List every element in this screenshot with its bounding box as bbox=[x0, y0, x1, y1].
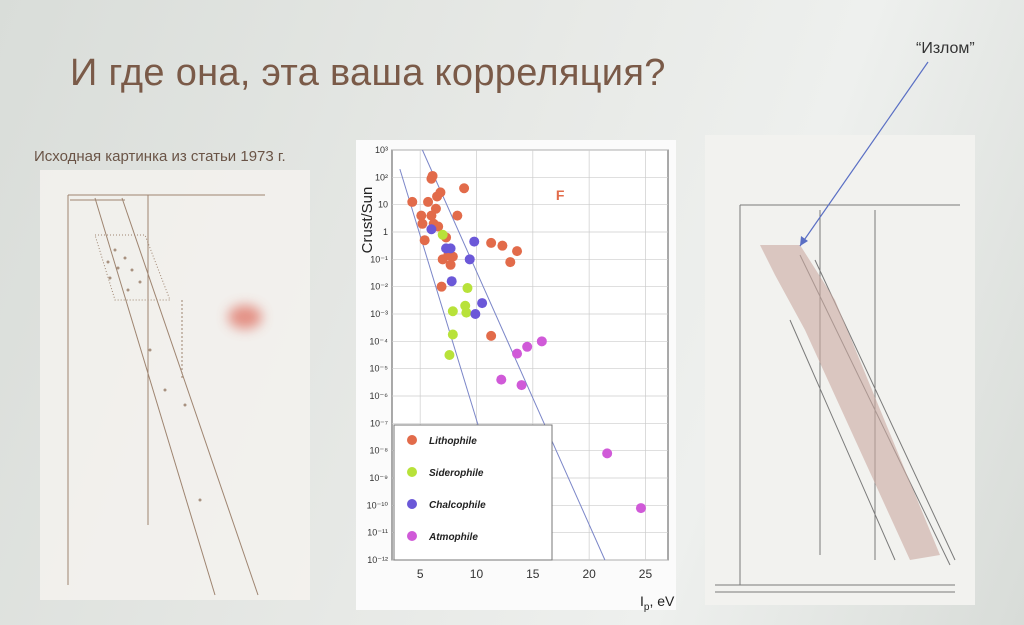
x-tick-label: 15 bbox=[526, 567, 540, 581]
y-axis-label: Crust/Sun bbox=[359, 187, 376, 254]
legend-label: Siderophile bbox=[429, 468, 484, 479]
y-tick-label: 10⁻⁷ bbox=[370, 418, 388, 428]
data-point-lithophile bbox=[445, 259, 456, 270]
slide-title: И где она, эта ваша корреляция? bbox=[70, 52, 666, 94]
data-point-lithophile bbox=[416, 210, 427, 221]
data-point-lithophile bbox=[486, 237, 497, 248]
x-tick-label: 20 bbox=[582, 567, 596, 581]
legend-marker bbox=[407, 435, 417, 445]
y-tick-label: 10⁻⁹ bbox=[369, 473, 388, 483]
data-point-lithophile bbox=[512, 246, 523, 257]
y-tick-label: 10⁻¹ bbox=[370, 254, 388, 264]
data-point-atmophile bbox=[496, 374, 507, 385]
data-point-lithophile bbox=[459, 183, 470, 194]
data-point-lithophile bbox=[427, 170, 438, 181]
data-point-lithophile bbox=[423, 196, 434, 207]
y-tick-label: 10⁻⁵ bbox=[370, 364, 389, 374]
data-point-atmophile bbox=[635, 503, 646, 514]
data-point-chalcophile bbox=[470, 309, 481, 319]
data-point-lithophile bbox=[430, 203, 441, 214]
x-tick-label: 25 bbox=[639, 567, 653, 581]
data-points bbox=[407, 170, 646, 514]
data-point-lithophile bbox=[452, 210, 463, 221]
y-tick-label: 10⁻⁶ bbox=[370, 391, 389, 401]
legend-label: Lithophile bbox=[429, 436, 477, 447]
left-caption: Исходная картинка из статьи 1973 г. bbox=[34, 148, 286, 165]
y-tick-label: 10⁻⁴ bbox=[369, 336, 388, 346]
data-point-chalcophile bbox=[446, 276, 457, 287]
data-point-siderophile bbox=[447, 329, 458, 340]
data-point-lithophile bbox=[435, 187, 446, 198]
x-tick-label: 5 bbox=[417, 567, 424, 581]
data-point-chalcophile bbox=[469, 236, 480, 247]
data-point-chalcophile bbox=[477, 298, 488, 309]
y-tick-label: 10⁻² bbox=[370, 282, 388, 292]
data-point-atmophile bbox=[536, 336, 547, 347]
data-point-atmophile bbox=[602, 448, 613, 459]
y-tick-label: 10⁻¹² bbox=[367, 555, 388, 565]
y-tick-label: 10² bbox=[375, 172, 388, 182]
y-tick-label: 10⁻¹¹ bbox=[367, 528, 388, 538]
y-tick-label: 10 bbox=[378, 200, 388, 210]
x-tick-label: 10 bbox=[470, 567, 484, 581]
data-point-lithophile bbox=[436, 281, 447, 292]
data-point-siderophile bbox=[444, 350, 455, 360]
legend-marker bbox=[407, 467, 417, 477]
data-point-lithophile bbox=[486, 330, 497, 341]
data-point-lithophile bbox=[447, 251, 458, 262]
data-point-lithophile bbox=[419, 235, 430, 246]
data-point-lithophile bbox=[505, 257, 516, 268]
data-point-chalcophile bbox=[464, 254, 475, 265]
data-point-atmophile bbox=[512, 348, 523, 359]
y-tick-label: 1 bbox=[383, 227, 388, 237]
legend-box bbox=[393, 424, 553, 561]
y-tick-label: 10³ bbox=[375, 145, 388, 155]
data-point-siderophile bbox=[447, 306, 458, 317]
blurred-marker bbox=[228, 305, 262, 329]
legend-label: Chalcophile bbox=[429, 500, 486, 511]
data-point-lithophile bbox=[497, 240, 508, 251]
y-tick-label: 10⁻³ bbox=[370, 309, 388, 319]
legend-marker bbox=[407, 499, 417, 509]
data-point-siderophile bbox=[461, 307, 472, 318]
data-point-siderophile bbox=[437, 229, 448, 240]
y-tick-label: 10⁻⁸ bbox=[369, 446, 388, 456]
legend-label: Atmophile bbox=[428, 532, 478, 543]
fluorine-label: F bbox=[556, 187, 565, 203]
data-point-siderophile bbox=[462, 283, 473, 294]
data-point-lithophile bbox=[417, 218, 428, 229]
x-axis-label: Ip, eV bbox=[640, 593, 675, 613]
data-point-chalcophile bbox=[445, 243, 456, 254]
data-point-atmophile bbox=[522, 341, 533, 352]
original-1973-figure bbox=[40, 170, 310, 600]
legend-marker bbox=[407, 531, 417, 541]
data-point-chalcophile bbox=[426, 224, 437, 235]
data-point-lithophile bbox=[407, 196, 418, 207]
y-tick-label: 10⁻¹⁰ bbox=[367, 500, 389, 510]
kink-annotation: “Излом” bbox=[916, 40, 975, 57]
chart-ticks: 10³ 10² 10 1 10⁻¹ 10⁻² 10⁻³ 10⁻⁴ 10⁻⁵ 10⁻⁶ 10⁻⁷ 10⁻… bbox=[367, 145, 653, 581]
data-point-atmophile bbox=[516, 380, 527, 391]
chart-legend: Lithophile Siderophile Chalcophile Atmophil… bbox=[393, 424, 553, 561]
